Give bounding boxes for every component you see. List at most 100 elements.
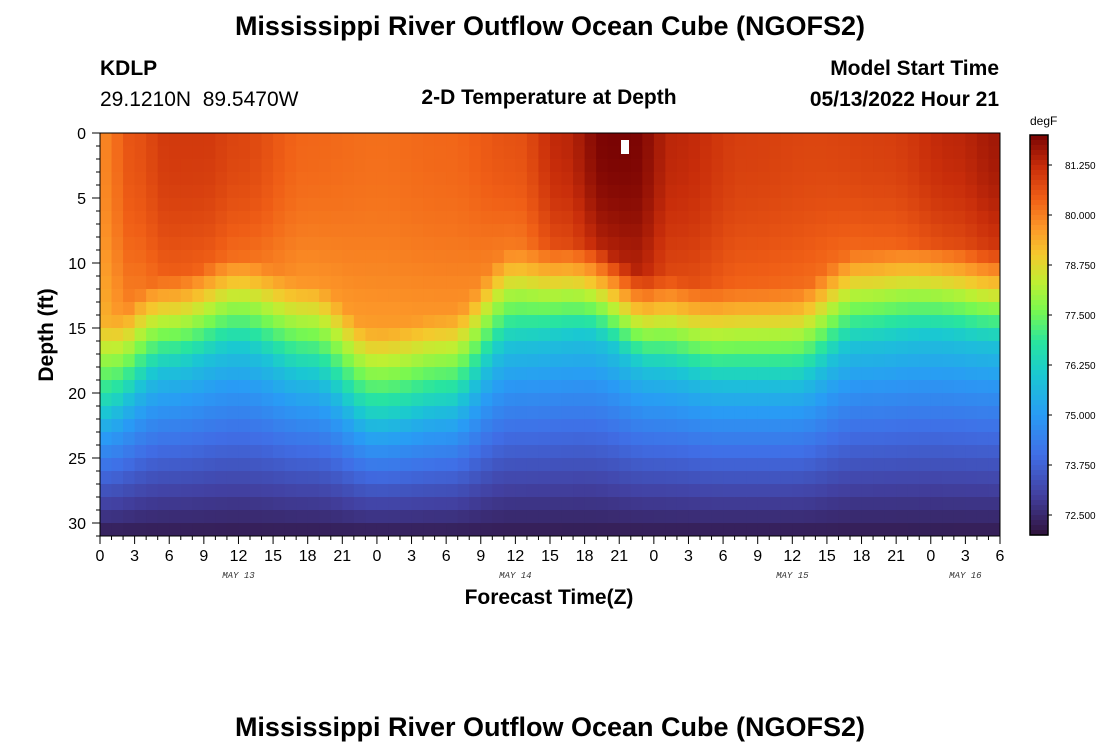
heatmap-cell: [503, 367, 516, 381]
heatmap-cell: [480, 419, 493, 433]
heatmap-cell: [688, 510, 701, 524]
heatmap-cell: [307, 224, 320, 238]
heatmap-cell: [619, 341, 632, 355]
colorbar-swatch: [1030, 505, 1048, 511]
heatmap-cell: [850, 341, 863, 355]
heatmap-cell: [411, 497, 424, 511]
heatmap-cell: [676, 250, 690, 264]
heatmap-cell: [446, 276, 459, 290]
heatmap-cell: [676, 302, 690, 316]
heatmap-cell: [192, 315, 205, 329]
heatmap-cell: [250, 380, 263, 394]
heatmap-cell: [226, 471, 240, 485]
heatmap-cell: [769, 172, 782, 186]
heatmap-cell: [607, 458, 620, 472]
heatmap-cell: [619, 380, 632, 394]
heatmap-cell: [273, 445, 286, 459]
heatmap-cell: [988, 289, 1000, 303]
heatmap-cell: [988, 302, 1000, 316]
heatmap-cell: [584, 367, 597, 381]
heatmap-cell: [700, 510, 713, 524]
heatmap-cell: [146, 458, 159, 472]
heatmap-cell: [261, 523, 274, 536]
heatmap-cell: [769, 198, 782, 212]
heatmap-cell: [676, 458, 690, 472]
heatmap-cell: [423, 510, 436, 524]
heatmap-cell: [446, 302, 459, 316]
colorbar-swatch: [1030, 515, 1048, 521]
heatmap-cell: [376, 159, 390, 173]
heatmap-cell: [100, 510, 113, 524]
heatmap-cell: [734, 432, 747, 446]
heatmap-cell: [976, 419, 990, 433]
heatmap-cell: [676, 406, 690, 420]
heatmap-cell: [400, 172, 413, 186]
heatmap-cell: [446, 159, 459, 173]
heatmap-cell: [434, 250, 447, 264]
heatmap-cell: [919, 289, 932, 303]
heatmap-cell: [896, 263, 909, 277]
heatmap-cell: [250, 484, 263, 498]
heatmap-cell: [723, 263, 736, 277]
heatmap-cell: [446, 497, 459, 511]
heatmap-cell: [146, 523, 159, 536]
heatmap-cell: [861, 159, 874, 173]
heatmap-cell: [503, 146, 516, 160]
heatmap-cell: [815, 198, 828, 212]
heatmap-cell: [123, 302, 136, 316]
heatmap-cell: [100, 276, 113, 290]
heatmap-cell: [607, 224, 620, 238]
heatmap-cell: [388, 263, 401, 277]
heatmap-cell: [226, 263, 240, 277]
heatmap-cell: [238, 497, 251, 511]
heatmap-cell: [423, 380, 436, 394]
heatmap-cell: [400, 289, 413, 303]
heatmap-cell: [296, 432, 309, 446]
heatmap-cell: [146, 328, 159, 342]
heatmap-cell: [353, 510, 366, 524]
heatmap-cell: [238, 406, 251, 420]
heatmap-cell: [157, 458, 170, 472]
heatmap-cell: [919, 471, 932, 485]
heatmap-cell: [953, 341, 966, 355]
heatmap-cell: [480, 224, 493, 238]
heatmap-cell: [919, 224, 932, 238]
heatmap-cell: [273, 406, 286, 420]
heatmap-cell: [769, 211, 782, 225]
heatmap-cell: [307, 211, 320, 225]
heatmap-cell: [988, 432, 1000, 446]
heatmap-cell: [723, 380, 736, 394]
heatmap-cell: [803, 367, 816, 381]
heatmap-cell: [423, 367, 436, 381]
heatmap-cell: [100, 419, 113, 433]
colorbar-swatch: [1030, 425, 1048, 431]
heatmap-cell: [688, 289, 701, 303]
heatmap-cell: [746, 146, 759, 160]
heatmap-cell: [653, 289, 666, 303]
heatmap-cell: [423, 159, 436, 173]
heatmap-cell: [965, 211, 978, 225]
heatmap-cell: [907, 198, 920, 212]
heatmap-cell: [469, 328, 482, 342]
heatmap-cell: [411, 146, 424, 160]
heatmap-cell: [988, 406, 1000, 420]
heatmap-cell: [930, 432, 943, 446]
heatmap-cell: [815, 276, 828, 290]
heatmap-cell: [446, 393, 459, 407]
heatmap-cell: [400, 302, 413, 316]
heatmap-cell: [607, 263, 620, 277]
heatmap-cell: [423, 406, 436, 420]
heatmap-cell: [942, 510, 955, 524]
heatmap-cell: [411, 445, 424, 459]
heatmap-cell: [734, 133, 747, 147]
heatmap-cell: [953, 354, 966, 368]
heatmap-cell: [203, 146, 216, 160]
heatmap-cell: [988, 237, 1000, 251]
heatmap-cell: [515, 250, 528, 264]
heatmap-cell: [261, 484, 274, 498]
heatmap-cell: [550, 159, 563, 173]
heatmap-cell: [642, 133, 655, 147]
heatmap-cell: [203, 198, 216, 212]
heatmap-cell: [284, 484, 297, 498]
heatmap-cell: [515, 393, 528, 407]
